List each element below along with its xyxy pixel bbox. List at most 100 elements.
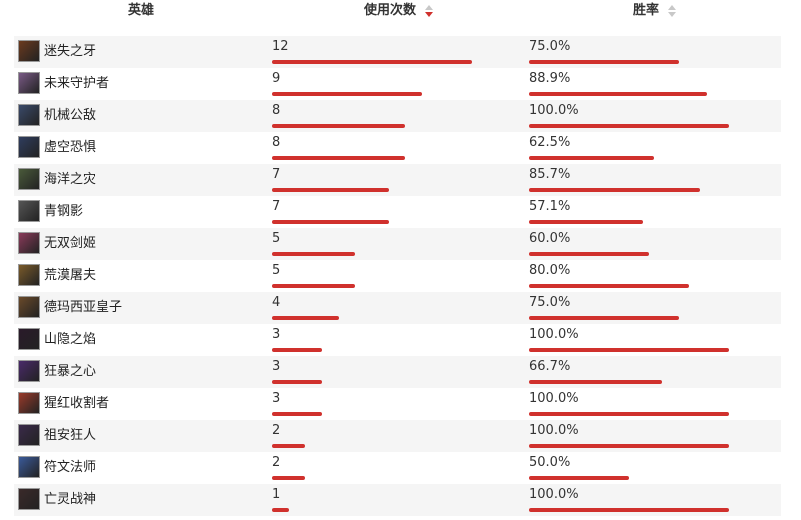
winrate-bar [529,252,649,256]
uses-count: 9 [272,71,281,86]
hero-name[interactable]: 无双剑姬 [44,236,97,251]
champion-portrait-icon[interactable] [18,200,40,222]
winrate-bar [529,60,679,64]
champion-portrait-icon[interactable] [18,168,40,190]
hero-name[interactable]: 未来守护者 [44,76,110,91]
winrate-bar [529,220,643,224]
uses-count: 3 [272,391,281,406]
uses-bar [272,316,339,320]
winrate-bar [529,156,654,160]
champion-portrait-icon[interactable] [18,488,40,510]
hero-name[interactable]: 迷失之牙 [44,44,97,59]
hero-name[interactable]: 青钢影 [44,204,84,219]
uses-bar [272,348,322,352]
champion-portrait-icon[interactable] [18,72,40,94]
uses-count: 2 [272,455,281,470]
hero-name[interactable]: 海洋之灾 [44,172,97,187]
uses-bar [272,412,322,416]
table-row[interactable]: 青钢影 7 57.1% [0,196,801,228]
table-row[interactable]: 狂暴之心 3 66.7% [0,356,801,388]
winrate-bar [529,444,729,448]
sort-arrows-icon[interactable] [667,4,676,17]
champion-portrait-icon[interactable] [18,456,40,478]
winrate-bar [529,476,629,480]
table-row[interactable]: 迷失之牙 12 75.0% [0,36,801,68]
uses-count: 2 [272,423,281,438]
champion-portrait-icon[interactable] [18,104,40,126]
champion-portrait-icon[interactable] [18,360,40,382]
uses-count: 5 [272,231,281,246]
hero-name[interactable]: 山隐之焰 [44,332,97,347]
winrate-value: 100.0% [529,423,579,438]
table-row[interactable]: 荒漠屠夫 5 80.0% [0,260,801,292]
sort-arrows-icon[interactable] [424,4,433,17]
table-row[interactable]: 未来守护者 9 88.9% [0,68,801,100]
uses-count: 1 [272,487,281,502]
hero-name[interactable]: 机械公敌 [44,108,97,123]
table-row[interactable]: 猩红收割者 3 100.0% [0,388,801,420]
table-row[interactable]: 德玛西亚皇子 4 75.0% [0,292,801,324]
winrate-value: 100.0% [529,391,579,406]
column-header-winrate-label: 胜率 [633,3,660,18]
champion-portrait-icon[interactable] [18,264,40,286]
uses-bar [272,156,405,160]
hero-name[interactable]: 符文法师 [44,460,97,475]
column-header-winrate[interactable]: 胜率 [633,0,676,22]
uses-count: 8 [272,103,281,118]
hero-name[interactable]: 亡灵战神 [44,492,97,507]
champion-portrait-icon[interactable] [18,424,40,446]
winrate-value: 100.0% [529,327,579,342]
uses-bar [272,188,389,192]
uses-count: 7 [272,199,281,214]
winrate-value: 50.0% [529,455,571,470]
champion-portrait-icon[interactable] [18,232,40,254]
champion-portrait-icon[interactable] [18,392,40,414]
uses-count: 8 [272,135,281,150]
hero-name[interactable]: 荒漠屠夫 [44,268,97,283]
uses-count: 3 [272,327,281,342]
winrate-bar [529,508,729,512]
uses-count: 4 [272,295,281,310]
uses-count: 12 [272,39,289,54]
column-header-uses-label: 使用次数 [364,3,417,18]
champion-portrait-icon[interactable] [18,40,40,62]
winrate-bar [529,380,662,384]
column-header-hero: 英雄 [128,0,154,22]
table-row[interactable]: 无双剑姬 5 60.0% [0,228,801,260]
table-row[interactable]: 海洋之灾 7 85.7% [0,164,801,196]
winrate-value: 60.0% [529,231,571,246]
winrate-bar [529,284,689,288]
winrate-value: 66.7% [529,359,571,374]
winrate-value: 57.1% [529,199,571,214]
winrate-value: 75.0% [529,295,571,310]
champion-portrait-icon[interactable] [18,328,40,350]
uses-count: 3 [272,359,281,374]
hero-name[interactable]: 狂暴之心 [44,364,97,379]
table-row[interactable]: 机械公敌 8 100.0% [0,100,801,132]
winrate-value: 100.0% [529,103,579,118]
hero-name[interactable]: 猩红收割者 [44,396,110,411]
uses-bar [272,444,305,448]
hero-name[interactable]: 虚空恐惧 [44,140,97,155]
uses-count: 5 [272,263,281,278]
hero-name[interactable]: 德玛西亚皇子 [44,300,123,315]
column-header-uses[interactable]: 使用次数 [364,0,433,22]
winrate-bar [529,92,707,96]
uses-count: 7 [272,167,281,182]
champion-portrait-icon[interactable] [18,296,40,318]
table-row[interactable]: 祖安狂人 2 100.0% [0,420,801,452]
uses-bar [272,124,405,128]
uses-bar [272,476,305,480]
table-row[interactable]: 虚空恐惧 8 62.5% [0,132,801,164]
champion-portrait-icon[interactable] [18,136,40,158]
winrate-value: 88.9% [529,71,571,86]
uses-bar [272,92,422,96]
table-row[interactable]: 符文法师 2 50.0% [0,452,801,484]
table-row[interactable]: 山隐之焰 3 100.0% [0,324,801,356]
winrate-value: 85.7% [529,167,571,182]
winrate-bar [529,188,700,192]
table-row[interactable]: 亡灵战神 1 100.0% [0,484,801,516]
table-header: 英雄 使用次数 胜率 [0,0,801,26]
hero-name[interactable]: 祖安狂人 [44,428,97,443]
